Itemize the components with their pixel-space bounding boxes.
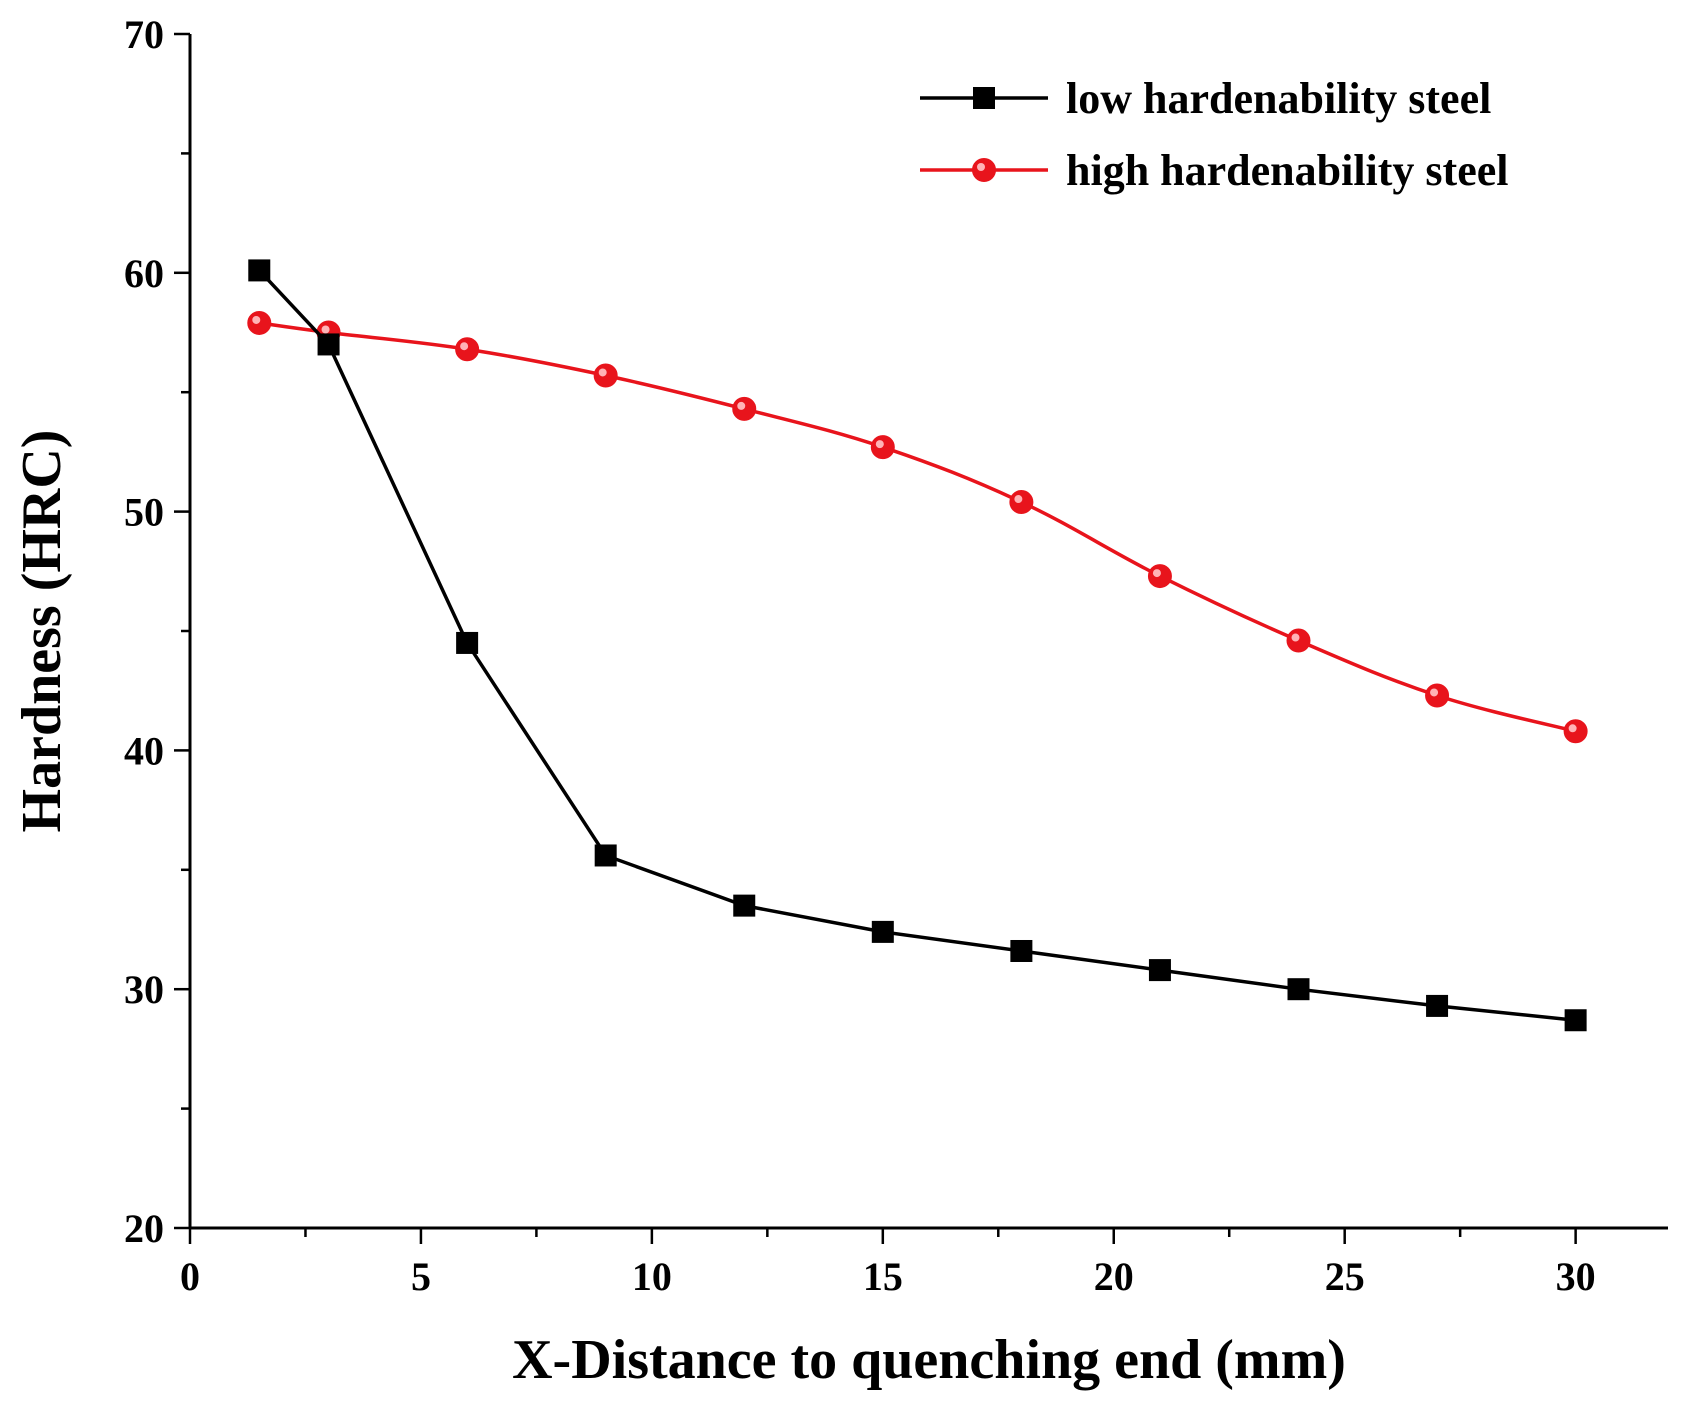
legend-label: low hardenability steel [1066,74,1491,123]
marker-highlight [1430,688,1439,697]
marker-highlight [1568,724,1577,733]
marker-highlight [737,401,746,410]
x-tick-label: 20 [1094,1254,1134,1299]
x-tick-label: 5 [411,1254,431,1299]
data-point [455,337,480,362]
x-tick-label: 25 [1325,1254,1365,1299]
y-axis-title: Hardness (HRC) [11,430,73,833]
marker-highlight [875,440,884,449]
marker-highlight [1014,495,1023,504]
legend-square-marker [973,87,995,109]
data-point [733,894,756,917]
marker-circle [1147,564,1172,589]
marker-circle [247,310,272,335]
data-point [1287,978,1310,1001]
data-point [1286,628,1311,653]
data-point [1009,490,1034,515]
y-tick-label: 60 [124,251,164,296]
data-point [1564,1009,1587,1032]
marker-highlight [252,315,261,324]
marker-highlight [321,325,330,334]
marker-highlight [598,368,607,377]
marker-circle [1563,719,1588,744]
y-tick-label: 40 [124,728,164,773]
marker-highlight [977,163,985,171]
marker-circle [870,435,895,460]
series-line [259,321,1577,733]
data-point [732,396,757,421]
x-tick-label: 0 [180,1254,200,1299]
data-point [1010,939,1033,962]
data-point [870,435,895,460]
marker-highlight [1152,569,1161,578]
data-point [593,363,618,388]
marker-highlight [460,342,469,351]
marker-circle [593,363,618,388]
y-tick-label: 20 [124,1206,164,1251]
x-axis-title: X-Distance to quenching end (mm) [512,1329,1346,1391]
y-tick-label: 50 [124,490,164,535]
marker-circle [1286,628,1311,653]
data-point [1147,564,1172,589]
data-point [594,844,617,867]
ticks: 0 5 10 15 20 25 30 20 30 40 50 60 70 [124,12,1596,1299]
x-tick-label: 15 [863,1254,903,1299]
marker-circle [732,396,757,421]
data-point [1563,719,1588,744]
marker-circle [972,158,996,182]
axes [188,34,1668,1230]
data-point [1148,959,1171,982]
data-point [248,259,271,282]
series-high-hardenability-steel [247,310,1588,744]
legend-label: high hardenability steel [1066,146,1509,195]
series-low-hardenability-steel [248,259,1587,1032]
legend-entry: high hardenability steel [920,146,1509,195]
x-tick-label: 30 [1556,1254,1596,1299]
marker-circle [1425,683,1450,708]
data-point [247,310,272,335]
y-tick-label: 70 [124,12,164,57]
x-tick-label: 10 [632,1254,672,1299]
data-point [456,631,479,654]
legend-circle-marker [972,158,996,182]
legend-entry: low hardenability steel [920,74,1491,123]
marker-highlight [1291,633,1300,642]
y-tick-label: 30 [124,967,164,1012]
legend: low hardenability steel high hardenabilit… [920,74,1509,195]
data-point [871,920,894,943]
data-point [1425,683,1450,708]
marker-circle [455,337,480,362]
marker-circle [1009,490,1034,515]
data-point [317,333,340,356]
data-point [1426,994,1449,1017]
series [247,259,1588,1032]
